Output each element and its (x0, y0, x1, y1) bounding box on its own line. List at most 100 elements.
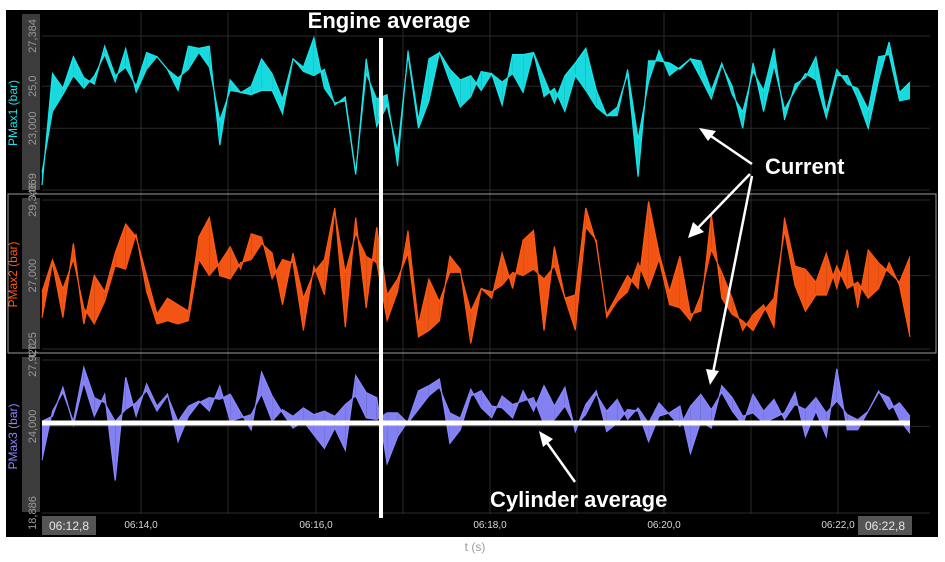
series-fill-segment (146, 52, 157, 70)
series-fill-segment (784, 217, 795, 286)
cylinder-average-label: Cylinder average (490, 487, 667, 512)
series-fill-segment (73, 56, 84, 89)
x-tick-label: 06:18,0 (473, 520, 507, 531)
series-fill-segment (763, 48, 774, 112)
plot-area-background (6, 10, 938, 537)
engine-average-label: Engine average (308, 8, 471, 33)
x-tick-label: 06:20,0 (647, 520, 681, 531)
series-label: PMax1 (bar) (6, 80, 20, 146)
series-fill-segment (721, 272, 733, 315)
current-arrowhead-2 (688, 222, 704, 238)
series-fill-segment (198, 397, 210, 412)
y-tick-label: 27,384 (27, 19, 39, 53)
series-fill-segment (512, 54, 524, 93)
y-tick-label: 27,920 (27, 343, 39, 377)
cylinder-average-series-line (41, 365, 911, 461)
series-fill-segment (387, 278, 398, 321)
series-fill-segment (272, 395, 283, 422)
y-axis-strip (22, 357, 40, 512)
series-fill-segment (428, 379, 440, 396)
x-end-label-box (858, 516, 912, 535)
series-fill-segment (334, 404, 346, 451)
series-fill-segment (554, 75, 565, 112)
series-fill-segment (700, 394, 712, 429)
series-fill-segment (261, 58, 273, 91)
series-fill-segment (564, 63, 576, 112)
series-fill-segment (428, 278, 440, 331)
y-tick-label: 29,346 (27, 183, 39, 217)
series-fill-segment (313, 411, 325, 449)
series-fill-segment (157, 298, 168, 324)
series-fill-segment (188, 46, 199, 70)
series-fill-segment (502, 395, 513, 418)
series-fill-segment (449, 412, 461, 444)
series-fill-segment (324, 411, 335, 449)
current-arrow-1 (704, 130, 753, 166)
series-fill-segment (470, 389, 482, 408)
series-fill-segment (115, 224, 126, 270)
series-fill-segment (418, 278, 429, 337)
series-fill-segment (753, 304, 764, 331)
series-fill-segment (805, 397, 816, 437)
x-tick-label: 06:22,0 (821, 520, 855, 531)
x-axis: 06:12,8 06:22,8 06:14,0 06:16,0 06:18,0 … (42, 516, 912, 554)
series-fill-segment (617, 275, 628, 302)
current-arrow-3 (710, 175, 754, 379)
x-start-label-box (42, 516, 96, 535)
series-fill-segment (303, 37, 314, 76)
series-fill-segment (449, 69, 461, 108)
series-fill-segment (575, 48, 586, 91)
series-fill-segment (815, 253, 827, 295)
y-axis-strip (22, 14, 40, 190)
current-label: Current (765, 154, 845, 179)
x-axis-title: t (s) (465, 540, 486, 554)
series-fill-segment (261, 372, 273, 422)
series-fill-segment (94, 275, 105, 324)
y-tick-label: 23,000 (27, 111, 39, 145)
cylinder-average-arrowhead (539, 431, 553, 447)
series-fill-segment (198, 217, 210, 276)
series-fill-segment (533, 385, 544, 425)
series-fill-segment (669, 256, 680, 308)
x-tick-label: 06:16,0 (299, 520, 333, 531)
y-tick-label: 25,0 (27, 75, 39, 96)
series-fill-segment (251, 58, 262, 95)
series-fill-segment (815, 397, 827, 437)
current-arrow-2 (692, 173, 751, 234)
series-fill-segment (721, 385, 733, 412)
series-fill-segment (219, 246, 231, 279)
cylinder-average-series-line (41, 46, 911, 173)
series-fill-segment (784, 392, 795, 420)
series-fill-segment (899, 82, 910, 101)
series-fill-segment (272, 253, 283, 305)
series-fill-segment (104, 253, 116, 302)
current-arrowhead-3 (706, 369, 719, 385)
series-fill-segment (732, 397, 743, 425)
series-fill-segment (899, 402, 910, 434)
series-fill-segment (366, 392, 377, 420)
series-fill-segment (146, 275, 157, 324)
y-tick-label: 27,000 (27, 259, 39, 293)
series-fill-segment (230, 246, 241, 279)
series-fill-segment (523, 230, 534, 276)
grid-lines (140, 12, 839, 514)
series-fill-segment (700, 60, 712, 99)
series-fill-segment (167, 298, 178, 324)
series-fill-segment (481, 390, 492, 418)
series-fill-segment (868, 56, 879, 129)
series-fill-segment (795, 266, 806, 312)
series-fill-segment (198, 46, 210, 68)
y-tick-label: 24,000 (27, 410, 39, 444)
x-end-label: 06:22,8 (865, 519, 905, 533)
annotation-overlay: Engine average Current Cylinder average (42, 8, 910, 518)
series-fill-segment (763, 298, 774, 328)
series-fill-segment (805, 269, 816, 312)
series-fill-segment (868, 249, 879, 299)
series-fill-segment (251, 233, 262, 260)
series-fill-segment (52, 73, 63, 112)
